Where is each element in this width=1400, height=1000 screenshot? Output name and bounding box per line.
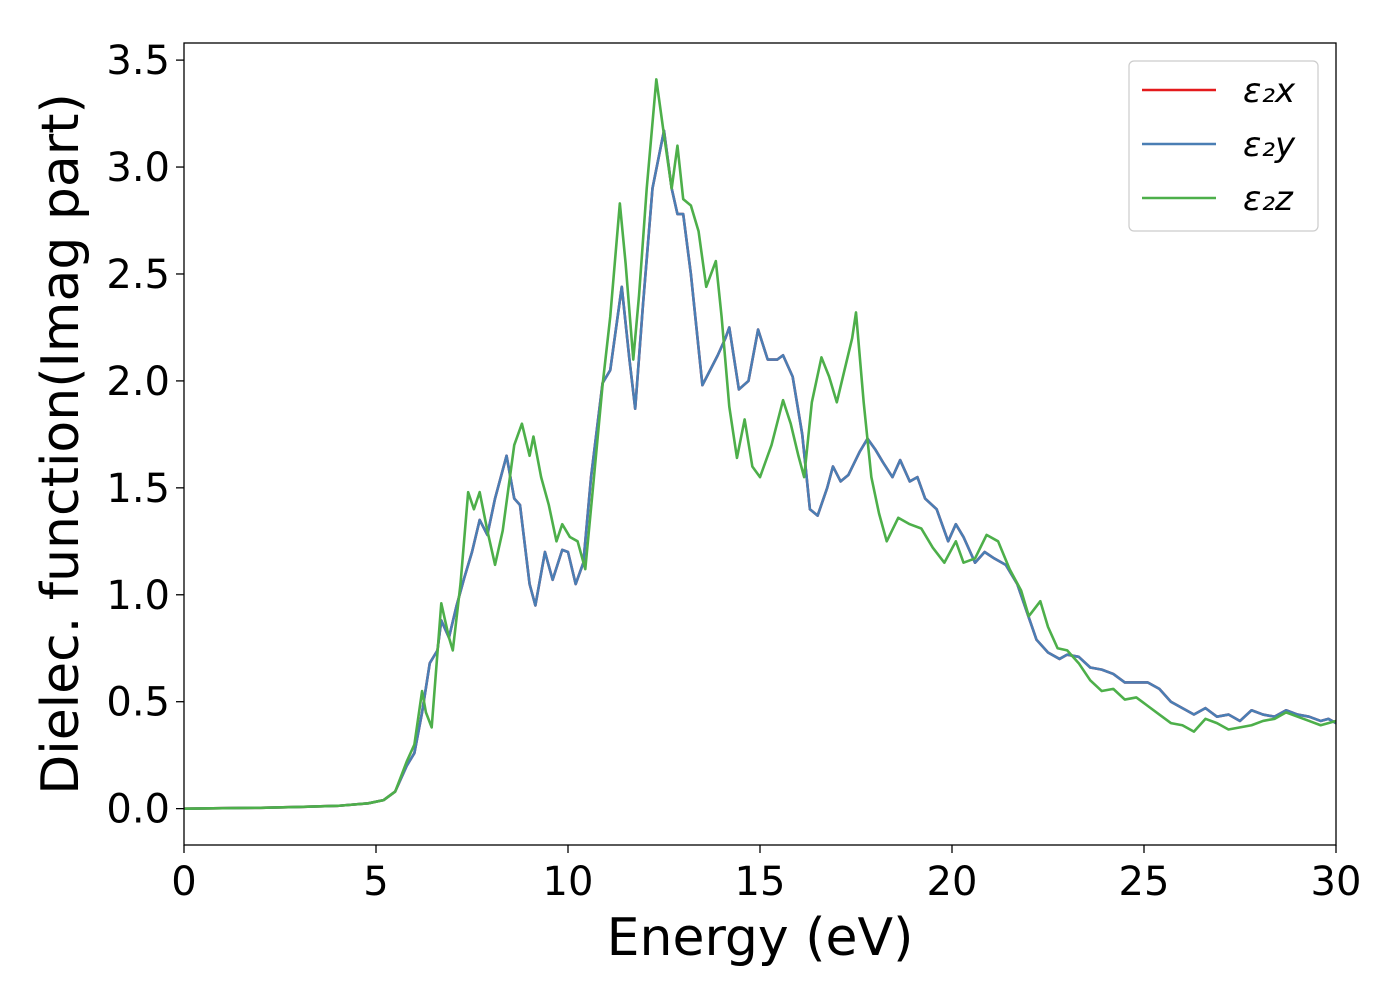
x-axis-ticks: 0 5 10 15 20 25 30 bbox=[171, 845, 1361, 905]
x-axis-label: Energy (eV) bbox=[607, 908, 914, 968]
y-tick-label: 3.5 bbox=[106, 38, 170, 84]
series-line-3 bbox=[184, 78, 1336, 810]
legend-box bbox=[1128, 60, 1319, 232]
x-tick-label: 10 bbox=[543, 859, 594, 905]
y-tick-label: 2.0 bbox=[106, 359, 170, 405]
x-tick-label: 30 bbox=[1311, 859, 1362, 905]
x-tick-label: 25 bbox=[1119, 859, 1170, 905]
legend-entry: ε₂z bbox=[1243, 179, 1294, 219]
y-axis-label: Dielec. function(Imag part) bbox=[31, 93, 91, 795]
y-tick-label: 1.5 bbox=[106, 466, 170, 512]
series-line-2 bbox=[184, 129, 1336, 810]
y-tick-label: 2.5 bbox=[106, 252, 170, 298]
legend-entry: ε₂y bbox=[1243, 125, 1296, 165]
x-tick-label: 5 bbox=[363, 859, 388, 905]
y-tick-label: 3.0 bbox=[106, 145, 170, 191]
x-tick-label: 0 bbox=[171, 859, 196, 905]
y-tick-label: 1.0 bbox=[106, 573, 170, 619]
x-tick-label: 20 bbox=[927, 859, 978, 905]
x-tick-label: 15 bbox=[735, 859, 786, 905]
series-group bbox=[184, 78, 1336, 810]
y-tick-label: 0.5 bbox=[106, 680, 170, 726]
legend-entry: ε₂x bbox=[1243, 71, 1296, 111]
legend: ε₂x ε₂y ε₂z bbox=[1128, 60, 1319, 232]
y-axis-ticks: 0.0 0.5 1.0 1.5 2.0 2.5 3.0 3.5 bbox=[106, 38, 184, 833]
y-tick-label: 0.0 bbox=[106, 787, 170, 833]
